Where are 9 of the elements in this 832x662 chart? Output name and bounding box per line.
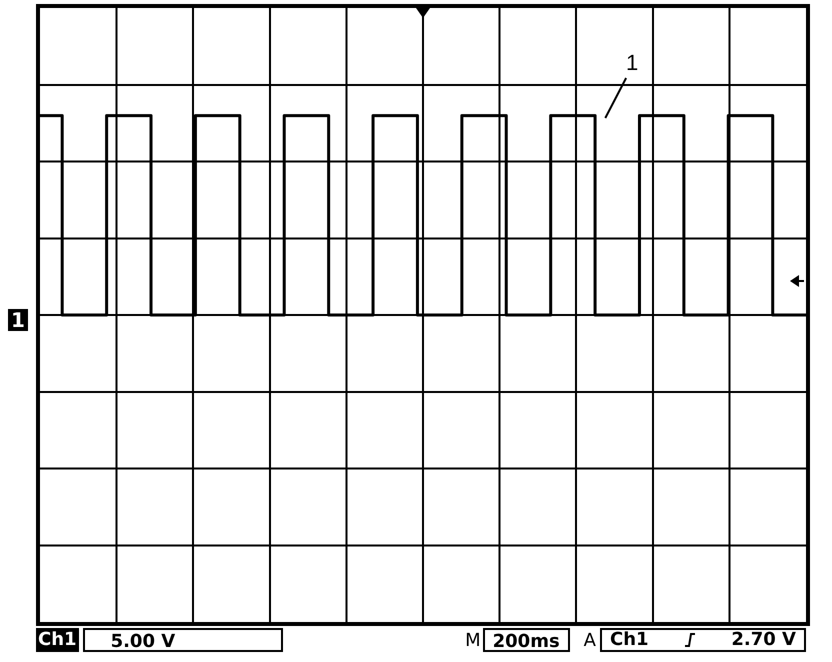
text: 5.00 V	[82, 628, 283, 652]
text: A	[584, 630, 596, 650]
text: 1	[8, 308, 28, 332]
text: 1	[626, 50, 638, 75]
text: M	[465, 630, 481, 650]
text: Ch1	[610, 628, 649, 652]
text: Ch1	[36, 628, 79, 652]
text: 2.70 V	[731, 628, 796, 652]
text: 200ms	[482, 628, 570, 652]
